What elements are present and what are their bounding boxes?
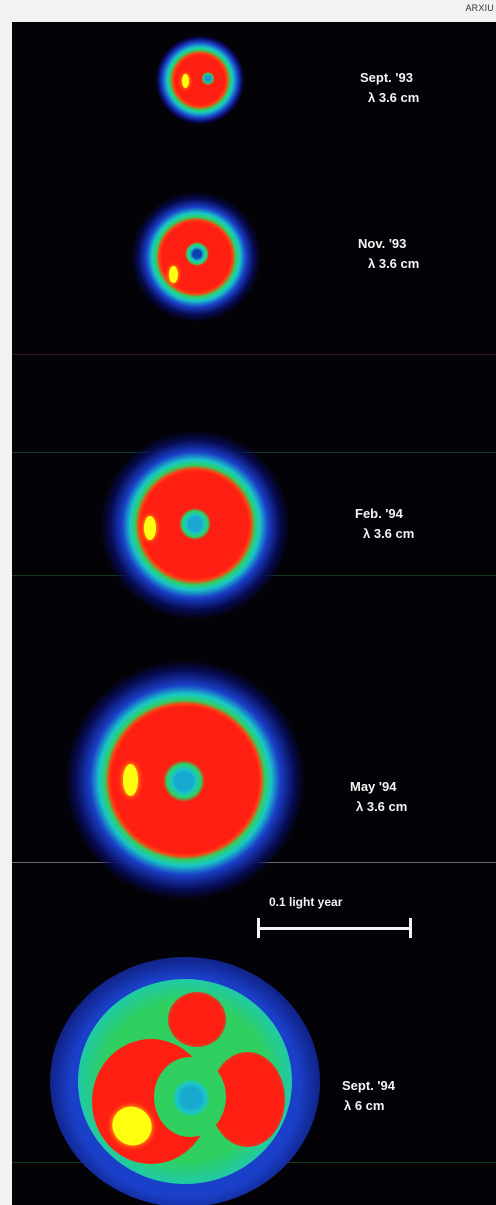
scale-bar-label: 0.1 light year [269,895,343,909]
supernova-shell-2 [131,192,261,322]
archive-label: ARXIU [465,3,494,13]
epoch-label-1: Sept. '93 λ 3.6 cm [360,68,419,108]
epoch-label-4: May '94 λ 3.6 cm [350,777,407,817]
wavelength-label: λ 3.6 cm [363,526,415,541]
hotspot [182,74,189,88]
scale-bar [258,927,411,930]
central-core [179,508,211,540]
scale-bar-left-tick [257,918,260,938]
scale-bar-right-tick [409,918,412,938]
wavelength-label: λ 3.6 cm [368,256,420,271]
radio-image-panel: Sept. '93 λ 3.6 cm Nov. '93 λ 3.6 cm Feb… [12,22,496,1205]
hotspot [123,764,138,796]
epoch-label-2: Nov. '93 λ 3.6 cm [358,234,419,274]
date-label: Sept. '94 [342,1078,395,1093]
epoch-label-5: Sept. '94 λ 6 cm [342,1076,395,1116]
date-label: May '94 [350,779,397,794]
wavelength-label: λ 3.6 cm [356,799,408,814]
hotspot [169,266,178,283]
supernova-shell-5 [50,957,320,1205]
central-core [202,72,214,85]
central-core [185,242,209,266]
supernova-shell-4 [65,660,305,900]
supernova-shell-3 [100,430,290,620]
supernova-shell-1 [155,35,245,125]
central-core [172,1079,210,1117]
wavelength-label: λ 6 cm [344,1098,385,1113]
red-lobe-top [168,992,226,1047]
epoch-label-3: Feb. '94 λ 3.6 cm [355,504,414,544]
date-label: Nov. '93 [358,236,407,251]
wavelength-label: λ 3.6 cm [368,90,420,105]
date-label: Feb. '94 [355,506,403,521]
date-label: Sept. '93 [360,70,413,85]
hotspot [144,516,156,540]
scan-artifact [12,354,496,355]
central-core [163,760,205,802]
